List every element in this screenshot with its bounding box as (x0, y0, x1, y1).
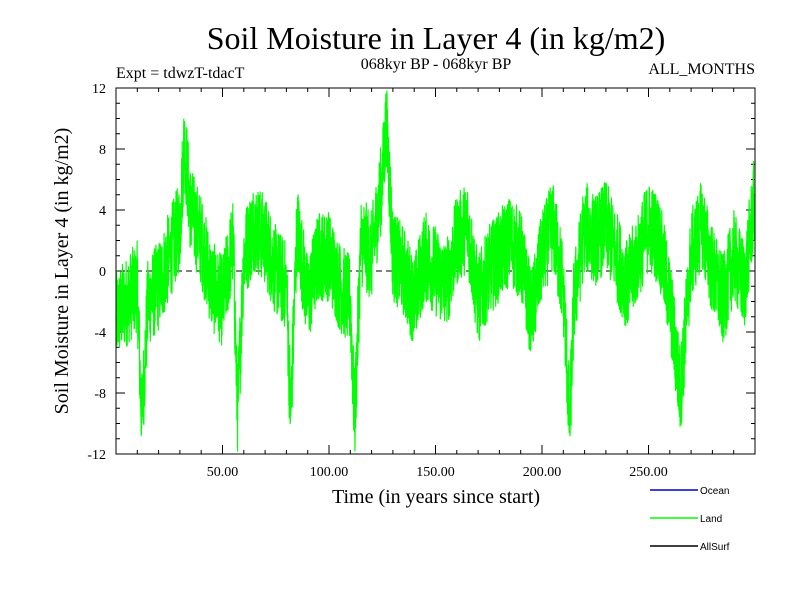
x-tick-label: 50.00 (207, 465, 239, 480)
data-series (115, 90, 756, 452)
series-line-land (115, 90, 756, 452)
chart-subtitle-center: 068kyr BP - 068kyr BP (361, 56, 512, 73)
x-axis-ticks: 50.00 100.00 150.00 200.00 250.00 (115, 88, 756, 480)
y-tick-label: 8 (99, 143, 106, 158)
x-axis-label: Time (in years since start) (332, 486, 540, 508)
legend: Ocean Land AllSurf (650, 486, 730, 553)
x-tick-label: 100.00 (310, 465, 349, 480)
y-tick-label: -8 (94, 387, 106, 402)
y-tick-label: -4 (94, 326, 106, 341)
x-tick-label: 150.00 (416, 465, 455, 480)
y-tick-label: -12 (87, 448, 106, 463)
legend-label: AllSurf (700, 542, 730, 553)
x-tick-label: 250.00 (629, 465, 668, 480)
chart-title: Soil Moisture in Layer 4 (in kg/m2) (207, 20, 666, 56)
plot-frame (115, 87, 756, 455)
legend-label: Land (700, 514, 722, 525)
legend-label: Ocean (700, 486, 729, 497)
y-tick-label: 0 (99, 265, 106, 280)
y-tick-label: 4 (99, 204, 106, 219)
chart-subtitle-left: Expt = tdwzT-tdacT (116, 65, 245, 82)
y-axis-label: Soil Moisture in Layer 4 (in kg/m2) (51, 128, 73, 415)
y-tick-label: 12 (92, 82, 106, 97)
chart-subtitle-right: ALL_MONTHS (648, 61, 755, 78)
x-tick-label: 200.00 (523, 465, 562, 480)
